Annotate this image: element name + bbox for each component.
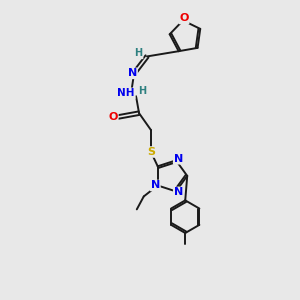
Text: S: S: [147, 147, 155, 157]
Text: N: N: [128, 68, 137, 78]
Text: N: N: [151, 181, 160, 190]
Text: H: H: [138, 86, 146, 96]
Text: O: O: [179, 14, 189, 23]
Text: N: N: [174, 154, 183, 164]
Text: H: H: [135, 48, 143, 59]
Text: N: N: [174, 188, 183, 197]
Text: O: O: [109, 112, 118, 122]
Text: NH: NH: [117, 88, 135, 98]
